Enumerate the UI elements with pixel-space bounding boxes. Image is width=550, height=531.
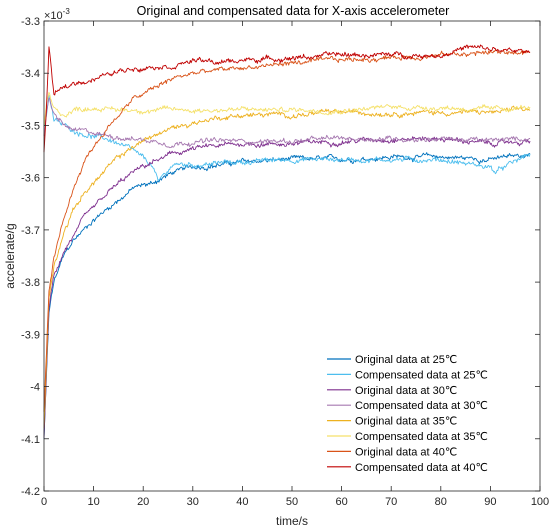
series-layer xyxy=(43,44,531,440)
y-exponent-label: ×10-3 xyxy=(44,7,70,22)
y-tick-label: -3.5 xyxy=(21,120,40,132)
ticks-layer: 0 10 20 30 40 50 60 70 80 90 100 -3.3 -3.4 -3.5 -3.6 -3… xyxy=(21,16,549,508)
x-tick-label: 0 xyxy=(41,496,47,508)
x-tick-label: 50 xyxy=(286,496,298,508)
legend-box xyxy=(322,348,530,478)
x-tick-label: 90 xyxy=(484,496,496,508)
x-tick-label: 60 xyxy=(335,496,347,508)
x-tick-label: 10 xyxy=(87,496,99,508)
legend: Original data at 25℃ Compensated data at … xyxy=(322,348,530,478)
y-tick-label: -3.7 xyxy=(21,225,40,237)
legend-label: Compensated data at 40℃ xyxy=(355,462,488,474)
series-line-6 xyxy=(43,49,531,412)
x-tick-label: 40 xyxy=(236,496,248,508)
series-line-5 xyxy=(43,91,531,128)
series-line-0 xyxy=(43,152,531,440)
legend-label: Original data at 25℃ xyxy=(355,354,457,366)
y-axis-label: accelerate/g xyxy=(3,223,17,288)
series-line-3 xyxy=(43,97,531,149)
x-tick-label: 100 xyxy=(531,496,549,508)
x-tick-label: 30 xyxy=(187,496,199,508)
legend-label: Compensated data at 30℃ xyxy=(355,400,488,412)
legend-label: Original data at 30℃ xyxy=(355,385,457,397)
legend-label: Original data at 35℃ xyxy=(355,416,457,428)
x-tick-label: 80 xyxy=(435,496,447,508)
series-line-4 xyxy=(43,105,531,429)
y-tick-label: -4.1 xyxy=(21,434,40,446)
y-tick-label: -4.2 xyxy=(21,486,40,498)
legend-label: Compensated data at 35℃ xyxy=(355,431,488,443)
legend-label: Compensated data at 25℃ xyxy=(355,369,488,381)
y-tick-label: -3.8 xyxy=(21,277,40,289)
y-tick-label: -3.6 xyxy=(21,173,40,185)
y-tick-label: -3.3 xyxy=(21,16,40,28)
y-tick-label: -3.4 xyxy=(21,68,40,80)
y-tick-label: -3.9 xyxy=(21,329,40,341)
y-tick-label: -4 xyxy=(30,382,40,394)
x-tick-label: 20 xyxy=(137,496,149,508)
chart-title: Original and compensated data for X-axis… xyxy=(137,4,450,18)
series-line-2 xyxy=(43,136,531,438)
legend-label: Original data at 40℃ xyxy=(355,446,457,458)
x-tick-label: 70 xyxy=(385,496,397,508)
series-line-1 xyxy=(43,94,531,182)
series-line-7 xyxy=(43,44,531,153)
x-axis-label: time/s xyxy=(276,514,308,528)
y-exponent-base: ×10-3 xyxy=(44,7,70,22)
